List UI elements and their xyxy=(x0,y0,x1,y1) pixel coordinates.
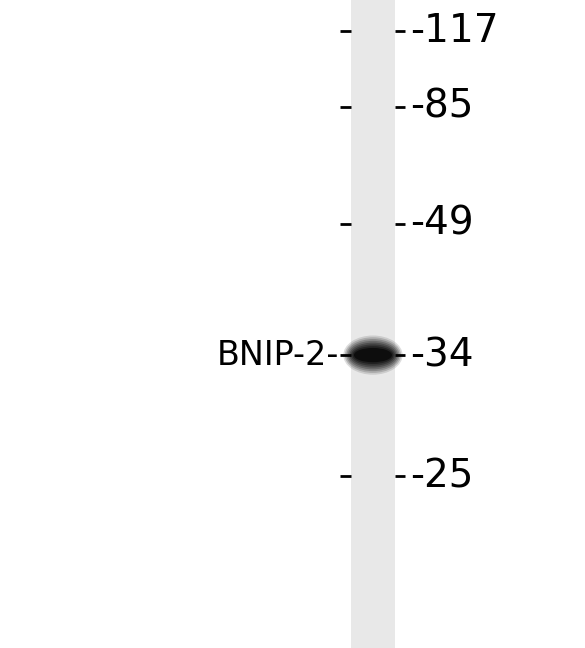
Text: -85: -85 xyxy=(410,88,473,126)
Ellipse shape xyxy=(352,346,394,364)
Ellipse shape xyxy=(360,352,386,358)
Ellipse shape xyxy=(346,339,400,371)
Ellipse shape xyxy=(354,348,392,362)
Text: -117: -117 xyxy=(410,12,498,50)
Bar xyxy=(351,0,395,648)
Text: BNIP-2-: BNIP-2- xyxy=(217,339,339,371)
Text: -25: -25 xyxy=(410,457,473,495)
Ellipse shape xyxy=(345,338,401,373)
Text: -34: -34 xyxy=(410,336,474,374)
Ellipse shape xyxy=(348,341,398,369)
Ellipse shape xyxy=(351,345,395,366)
Text: -49: -49 xyxy=(410,205,474,242)
Ellipse shape xyxy=(343,336,402,375)
Ellipse shape xyxy=(349,343,397,367)
